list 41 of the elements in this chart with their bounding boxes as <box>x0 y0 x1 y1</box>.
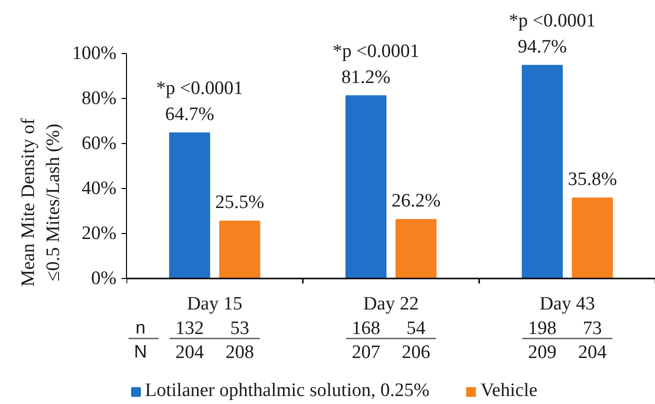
text: 204 <box>578 342 608 363</box>
text: *p <0.0001 <box>508 10 596 32</box>
legend-label: Vehicle <box>480 380 538 402</box>
x-tick-label: Day 22 <box>363 294 419 314</box>
bar <box>219 220 260 279</box>
y-tick-label: 20% <box>82 223 117 244</box>
text: 53 <box>230 318 250 339</box>
data-label: 64.7% <box>165 104 214 125</box>
text: 208 <box>225 342 254 363</box>
text: 168 <box>352 318 380 339</box>
data-label: 25.5% <box>215 192 264 214</box>
data-label: 26.2% <box>392 190 441 212</box>
x-tick-label: Day 43 <box>540 294 596 314</box>
data-label: 81.2% <box>341 66 391 88</box>
y-tick-label: 60% <box>82 133 117 154</box>
text: 132 <box>175 318 204 339</box>
data-label: 94.7% <box>518 36 568 58</box>
y-axis-title: Mean Mite Density of ≤0.5 Mites/Lash (%) <box>18 118 64 287</box>
bar <box>572 197 613 279</box>
y-tick-label: 0% <box>91 268 117 289</box>
text: 209 <box>528 342 557 363</box>
annotation: *p <0.0001 <box>332 40 420 62</box>
text: n <box>135 318 146 338</box>
bar <box>522 64 563 279</box>
text: 54 <box>406 318 426 339</box>
bar <box>345 95 386 279</box>
text: 198 <box>528 318 557 339</box>
text: 73 <box>582 318 602 339</box>
text: 204 <box>175 342 204 363</box>
data-label: 35.8% <box>568 168 618 190</box>
text: 207 <box>352 342 380 363</box>
legend-label: Lotilaner ophthalmic solution, 0.25% <box>145 380 430 402</box>
y-tick-label: 80% <box>82 88 117 109</box>
annotation: *p <0.0001 <box>156 78 243 99</box>
y-tick-label: 40% <box>82 178 117 199</box>
bar <box>396 219 437 279</box>
y-tick-label: 100% <box>72 43 117 64</box>
x-tick-label: Day 15 <box>186 294 242 314</box>
text: N <box>134 342 147 362</box>
bar <box>169 132 210 279</box>
text: 206 <box>402 342 430 363</box>
